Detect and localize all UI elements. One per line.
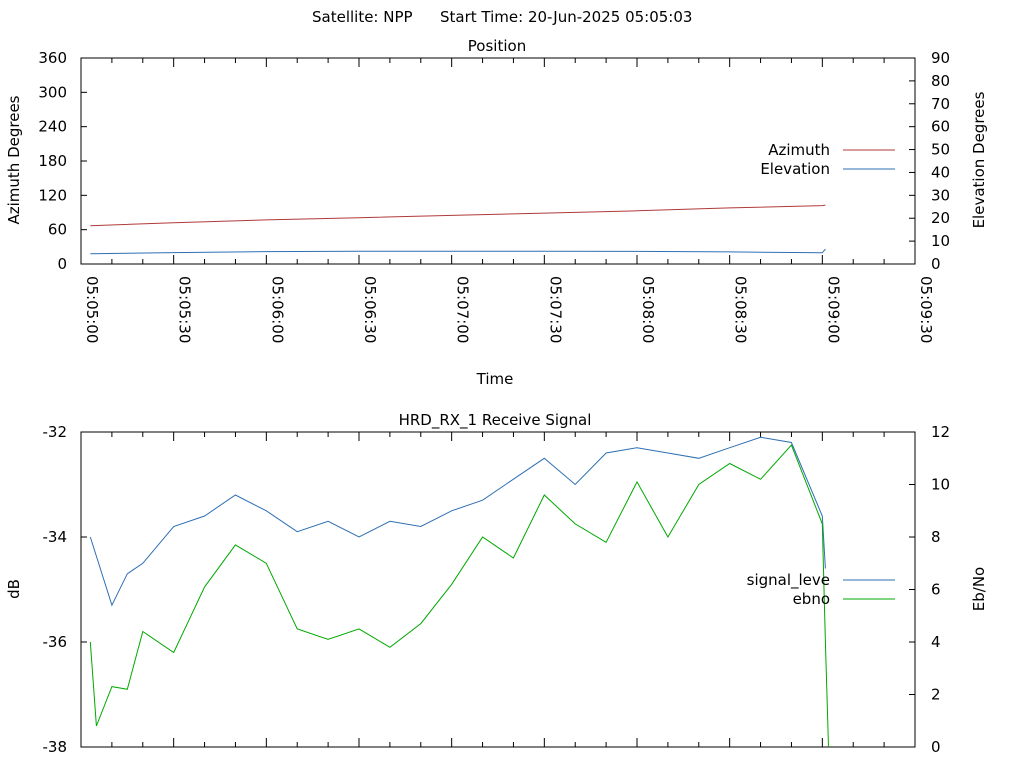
position-y2-tick-label: 50 (931, 141, 950, 159)
receive-signal-series-1 (89, 444, 829, 748)
receive-signal-chart-y2label: Eb/No (970, 567, 988, 611)
position-y2-tick-label: 40 (931, 163, 950, 181)
receive-signal-y2-tick-label: 2 (931, 686, 941, 704)
receive-signal-chart-title: HRD_RX_1 Receive Signal (399, 411, 592, 430)
receive-signal-y2-tick-label: 12 (931, 423, 950, 441)
receive-signal-y2-tick-label: 6 (931, 581, 941, 599)
position-x-tick-label: 05:05:00 (83, 276, 101, 343)
position-y-tick-label: 60 (48, 221, 67, 239)
receive-signal-y2-tick-label: 0 (931, 738, 941, 756)
position-legend-label-0: Azimuth (768, 141, 830, 159)
header-satellite: Satellite: NPP (312, 8, 413, 26)
position-y2-tick-label: 80 (931, 72, 950, 90)
position-y2-tick-label: 0 (931, 255, 941, 273)
position-chart-xlabel: Time (476, 370, 514, 388)
position-chart-title: Position (468, 37, 526, 55)
position-y2-tick-label: 10 (931, 232, 950, 250)
position-series-0 (90, 204, 826, 227)
receive-signal-plot-frame (80, 431, 916, 748)
position-chart: 0 60 120 180 240 300 360 0 10 20 30 40 50 60 70 80 90 05:… (38, 49, 950, 343)
header-start-time: Start Time: 20-Jun-2025 05:05:03 (440, 8, 692, 26)
receive-signal-chart-ylabel: dB (5, 579, 23, 599)
receive-signal-y-tick-label: -32 (43, 423, 68, 441)
position-x-tick-label: 05:07:30 (546, 276, 564, 343)
position-x-tick-label: 05:06:00 (268, 276, 286, 343)
position-x-tick-label: 05:08:00 (639, 276, 657, 343)
position-chart-ylabel: Azimuth Degrees (5, 95, 23, 224)
position-y2-tick-label: 60 (931, 118, 950, 136)
position-y2-tick-label: 30 (931, 186, 950, 204)
position-y2-tick-label: 90 (931, 49, 950, 67)
receive-signal-series-0 (89, 436, 826, 607)
receive-signal-legend-label-0: signal_leve (747, 571, 830, 590)
position-y-tick-label: 0 (57, 255, 67, 273)
receive-signal-y-tick-label: -38 (43, 738, 68, 756)
position-x-tick-label: 05:09:30 (917, 276, 935, 343)
position-y-tick-label: 240 (38, 118, 67, 136)
position-x-tick-label: 05:09:00 (824, 276, 842, 343)
position-y-tick-label: 180 (38, 152, 67, 170)
receive-signal-y2-tick-label: 10 (931, 476, 950, 494)
position-x-tick-label: 05:05:30 (176, 276, 194, 343)
position-chart-y2label: Elevation Degrees (970, 91, 988, 228)
position-x-tick-label: 05:08:30 (732, 276, 750, 343)
receive-signal-legend-label-1: ebno (793, 590, 830, 608)
position-y-tick-label: 360 (38, 49, 67, 67)
position-y-tick-label: 120 (38, 186, 67, 204)
position-x-tick-label: 05:07:00 (454, 276, 472, 343)
position-y2-tick-label: 70 (931, 95, 950, 113)
position-series-1 (90, 248, 826, 255)
position-y2-tick-label: 20 (931, 209, 950, 227)
position-x-tick-label: 05:06:30 (361, 276, 379, 343)
position-y-tick-label: 300 (38, 83, 67, 101)
receive-signal-y2-tick-label: 8 (931, 528, 941, 546)
position-legend-label-1: Elevation (760, 160, 830, 178)
receive-signal-y2-tick-label: 4 (931, 633, 941, 651)
receive-signal-y-tick-label: -34 (43, 528, 68, 546)
receive-signal-y-tick-label: -36 (43, 633, 68, 651)
